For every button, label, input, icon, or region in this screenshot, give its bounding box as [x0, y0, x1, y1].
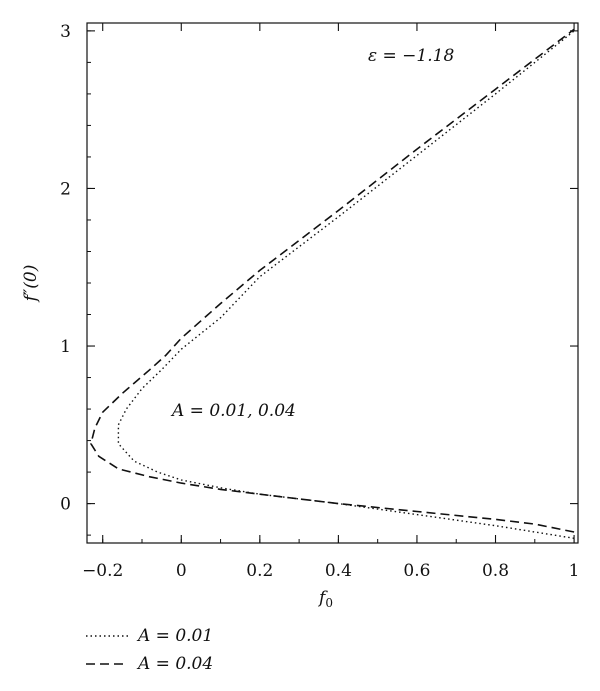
legend-swatch-dotted: [86, 635, 128, 637]
x-tick-label: 0.4: [325, 561, 352, 581]
x-tick-label: 0.8: [482, 561, 509, 581]
x-tick-label: 1: [569, 561, 580, 581]
x-axis-label: f0: [317, 588, 333, 610]
annotation-A-values: A = 0.01, 0.04: [170, 401, 296, 421]
legend-item-A-0.01: A = 0.01: [86, 622, 213, 650]
series-line-dashed: [90, 28, 575, 533]
y-axis-label: f″(0): [21, 265, 41, 304]
legend-label: A = 0.01: [138, 626, 214, 646]
legend-item-A-0.04: A = 0.04: [86, 650, 213, 678]
annotation-epsilon: ε = −1.18: [368, 46, 454, 66]
y-tick-label: 3: [60, 22, 71, 42]
x-tick-label: 0.2: [246, 561, 273, 581]
y-axis-ticks: 0 1 2 3: [60, 22, 578, 536]
x-tick-label: 0.6: [403, 561, 430, 581]
plot-frame: [86, 22, 579, 544]
x-tick-label: 0: [176, 561, 187, 581]
x-tick-label: −0.2: [82, 561, 123, 581]
y-tick-label: 1: [60, 337, 71, 357]
legend-label: A = 0.04: [138, 654, 214, 674]
series-line-dotted: [117, 30, 575, 539]
series-layer: [90, 28, 575, 539]
y-tick-label: 0: [60, 495, 71, 515]
legend: A = 0.01 A = 0.04: [86, 622, 213, 678]
legend-swatch-dashed: [86, 663, 128, 665]
x-axis-ticks: −0.2 0 0.2 0.4 0.6 0.8 1: [82, 23, 579, 581]
y-tick-label: 2: [60, 179, 71, 199]
